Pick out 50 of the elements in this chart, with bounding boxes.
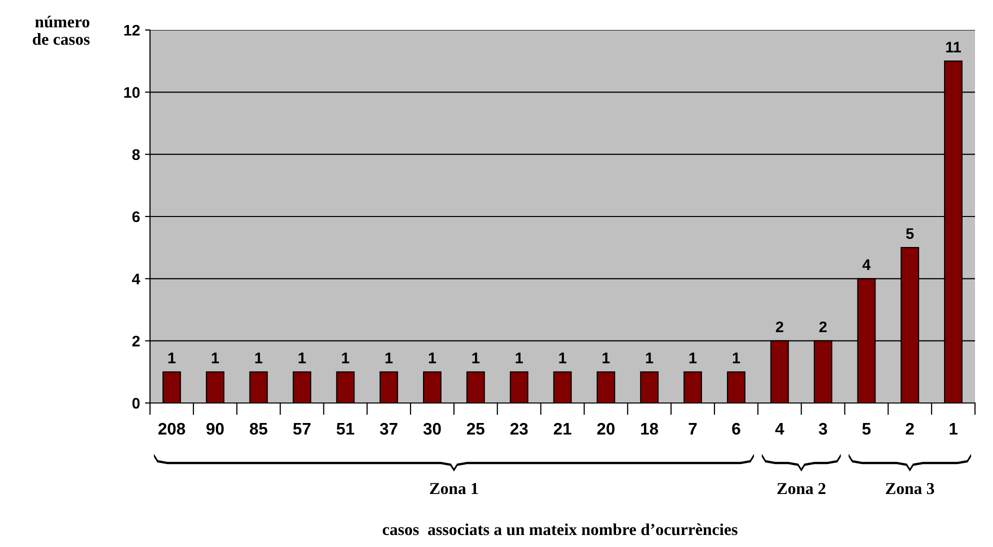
data-label: 1: [212, 352, 219, 364]
data-label: 1: [559, 352, 566, 364]
x-tick-label: 37: [380, 422, 398, 435]
x-tick-label: 6: [732, 422, 740, 435]
y-tick-label: 4: [132, 274, 140, 284]
data-label: 1: [689, 352, 697, 364]
data-label: 1: [255, 352, 262, 364]
x-tick-label: 20: [597, 422, 615, 435]
text: Zona 1: [430, 483, 478, 494]
data-label: 1: [732, 352, 740, 364]
text: Zona 3: [886, 482, 934, 494]
x-tick-label: 18: [641, 422, 658, 435]
text: casos associats a un mateix nombre d’ocurrències: [382, 523, 738, 536]
text: Zona 2: [777, 482, 826, 494]
y-tick-label: 10: [124, 87, 140, 98]
x-tick-label: 1: [950, 423, 958, 435]
x-tick-label: 7: [688, 423, 697, 435]
x-tick-label: 208: [158, 422, 186, 435]
x-tick-label: 23: [510, 422, 528, 435]
data-label: 1: [428, 352, 436, 364]
x-tick-label: 4: [775, 423, 784, 435]
data-label: 1: [386, 352, 393, 364]
x-tick-label: 85: [250, 422, 268, 435]
data-label: 1: [342, 352, 350, 364]
data-label: 2: [819, 321, 827, 332]
x-tick-label: 51: [336, 423, 354, 435]
x-tick-label: 25: [466, 422, 484, 435]
y-tick-label: 8: [132, 149, 140, 160]
x-tick-label: 30: [423, 422, 441, 435]
data-label: 1: [516, 352, 523, 364]
data-label: 2: [776, 321, 784, 332]
data-label: 1: [602, 352, 610, 364]
data-label: 4: [862, 259, 871, 270]
y-tick-label: 2: [132, 336, 140, 346]
data-label: 1: [298, 352, 306, 364]
data-label: 1: [168, 352, 176, 364]
data-label: 5: [906, 228, 914, 240]
data-label: 1: [472, 352, 480, 364]
x-tick-label: 57: [293, 423, 311, 435]
y-axis-title: número de casos: [32, 16, 90, 45]
data-label: 11: [946, 42, 961, 52]
x-tick-label: 2: [906, 422, 914, 435]
y-tick-label: 6: [132, 211, 140, 222]
data-label: 1: [646, 352, 654, 364]
x-tick-label: 90: [206, 422, 224, 435]
y-tick-label: 0: [132, 398, 140, 409]
x-tick-label: 21: [554, 422, 572, 435]
x-tick-label: 3: [818, 422, 828, 435]
x-tick-label: 5: [862, 423, 871, 435]
y-tick-label: 12: [124, 24, 140, 36]
